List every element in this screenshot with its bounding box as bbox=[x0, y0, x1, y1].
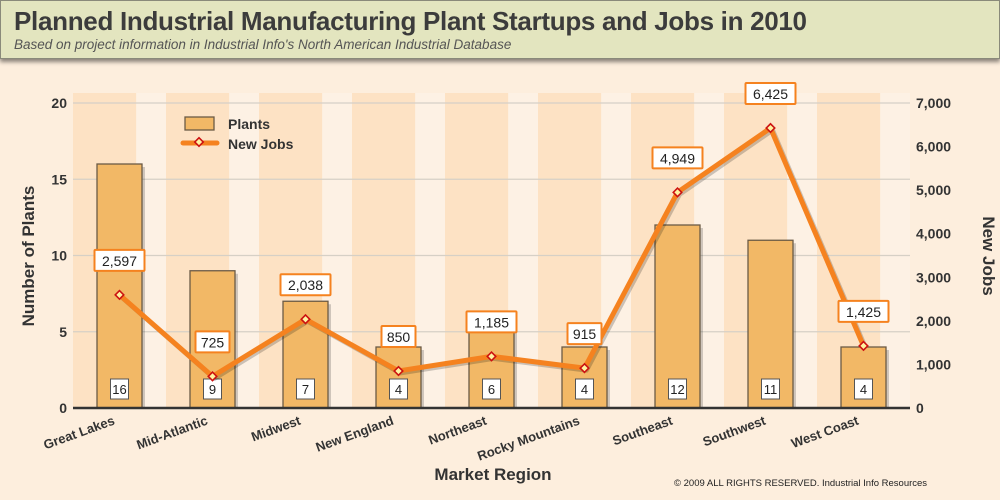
bar-label-box bbox=[575, 378, 594, 400]
line-marker bbox=[207, 371, 218, 382]
x-tick-label: Midwest bbox=[249, 412, 303, 444]
line-label-box bbox=[93, 248, 146, 272]
y2-tick-label: 2,000 bbox=[916, 313, 951, 329]
line-marker bbox=[579, 362, 590, 374]
line-label-box bbox=[744, 82, 797, 106]
line-label-box bbox=[465, 310, 518, 334]
bar-label-box bbox=[761, 378, 780, 400]
bar-data-label: 4 bbox=[581, 382, 588, 397]
line-marker bbox=[114, 289, 125, 301]
x-tick-label: Northeast bbox=[426, 412, 489, 447]
line-data-label: 915 bbox=[573, 326, 597, 342]
legend-swatch-plants bbox=[184, 116, 215, 131]
bar-plants bbox=[96, 163, 143, 409]
bar-data-label: 9 bbox=[209, 382, 216, 397]
header-banner: Planned Industrial Manufacturing Plant S… bbox=[0, 0, 1000, 59]
y-tick-label: 0 bbox=[59, 400, 67, 416]
line-marker bbox=[858, 340, 869, 352]
chart-title: Planned Industrial Manufacturing Plant S… bbox=[14, 6, 807, 36]
y-tick-label: 20 bbox=[51, 95, 67, 111]
x-tick-label: New England bbox=[314, 413, 396, 455]
line-marker bbox=[765, 122, 776, 134]
x-tick-label: Great Lakes bbox=[41, 413, 116, 453]
bar-data-label: 12 bbox=[670, 382, 684, 397]
bar-data-label: 4 bbox=[860, 382, 867, 397]
line-label-box bbox=[837, 299, 890, 323]
bar-label-box bbox=[668, 378, 687, 400]
line-data-label: 1,185 bbox=[474, 314, 509, 330]
line-marker bbox=[300, 313, 311, 325]
bar-label-box bbox=[482, 378, 501, 400]
y2-tick-label: 3,000 bbox=[916, 269, 951, 285]
line-data-label: 1,425 bbox=[846, 304, 881, 320]
y2-axis-label: New Jobs bbox=[979, 216, 998, 295]
y2-tick-label: 0 bbox=[916, 400, 924, 416]
line-marker bbox=[393, 365, 404, 377]
chart-subtitle: Based on project information in Industri… bbox=[14, 37, 512, 52]
line-data-label: 2,038 bbox=[288, 277, 323, 293]
bar-data-label: 4 bbox=[395, 382, 402, 397]
bar-data-label: 16 bbox=[112, 382, 126, 397]
line-label-box bbox=[380, 324, 417, 348]
bar-data-label: 11 bbox=[764, 382, 778, 397]
y2-tick-label: 4,000 bbox=[916, 226, 951, 242]
line-label-box bbox=[651, 146, 704, 170]
line-data-label: 6,425 bbox=[753, 86, 788, 102]
y-tick-label: 5 bbox=[59, 324, 67, 340]
x-tick-label: West Coast bbox=[789, 412, 861, 450]
x-axis-label: Market Region bbox=[434, 465, 551, 484]
y-tick-label: 10 bbox=[51, 248, 67, 264]
bar-label-box bbox=[110, 378, 129, 400]
bar-plants bbox=[654, 224, 701, 409]
bar-label-box bbox=[389, 378, 408, 400]
line-label-box bbox=[279, 273, 332, 297]
bar-label-box bbox=[296, 378, 315, 400]
copyright: © 2009 ALL RIGHTS RESERVED. Industrial I… bbox=[674, 478, 928, 489]
bar-data-label: 6 bbox=[488, 382, 495, 397]
legend-label-plants: Plants bbox=[228, 116, 270, 132]
y-tick-label: 15 bbox=[51, 171, 67, 187]
x-tick-label: Southeast bbox=[610, 412, 675, 448]
line-marker bbox=[486, 350, 497, 362]
line-data-label: 725 bbox=[201, 334, 225, 350]
legend: Plants New Jobs bbox=[180, 116, 294, 152]
x-tick-label: Rocky Mountains bbox=[475, 413, 581, 464]
line-marker bbox=[672, 186, 683, 198]
y2-tick-label: 5,000 bbox=[916, 182, 951, 198]
line-label-box bbox=[566, 322, 603, 346]
line-label-box bbox=[194, 330, 231, 354]
y2-tick-label: 6,000 bbox=[916, 139, 951, 155]
y-axis-label: Number of Plants bbox=[19, 186, 38, 327]
bar-label-box bbox=[854, 378, 873, 400]
line-data-label: 2,597 bbox=[102, 253, 137, 269]
legend-label-jobs: New Jobs bbox=[228, 136, 294, 152]
legend-marker-jobs bbox=[193, 136, 205, 148]
y2-tick-label: 7,000 bbox=[916, 95, 951, 111]
x-tick-label: Mid-Atlantic bbox=[134, 413, 209, 453]
x-tick-label: Southwest bbox=[701, 412, 769, 449]
line-data-label: 4,949 bbox=[660, 150, 695, 166]
bar-data-label: 7 bbox=[302, 382, 309, 397]
y2-tick-label: 1,000 bbox=[916, 356, 951, 372]
line-data-label: 850 bbox=[387, 329, 411, 345]
